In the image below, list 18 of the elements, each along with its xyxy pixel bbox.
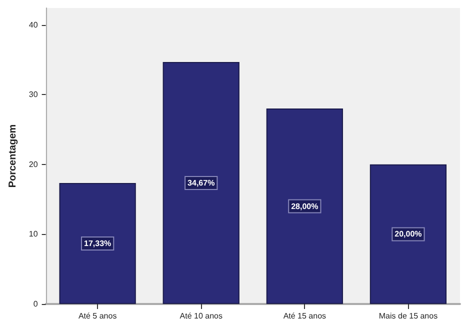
x-tick-label: Até 15 anos xyxy=(283,312,326,320)
y-tick-label: 0 xyxy=(33,300,38,308)
data-label: 20,00% xyxy=(394,230,422,239)
bar xyxy=(370,164,447,304)
bar xyxy=(59,183,136,304)
x-tick-label: Até 5 anos xyxy=(78,312,117,320)
data-label: 17,33% xyxy=(84,239,112,248)
data-label: 34,67% xyxy=(188,178,215,188)
bar xyxy=(266,108,343,304)
x-tick-label: Até 10 anos xyxy=(180,312,222,320)
y-tick-label: 30 xyxy=(28,90,38,100)
y-tick-label: 20 xyxy=(28,160,38,169)
x-tick-label: Mais de 15 anos xyxy=(378,312,438,320)
y-tick-label: 40 xyxy=(28,20,38,30)
data-label: 28,00% xyxy=(291,202,318,211)
y-tick-label: 10 xyxy=(28,230,38,239)
y-axis-title: Porcentagem xyxy=(8,124,18,188)
bar xyxy=(162,62,240,304)
